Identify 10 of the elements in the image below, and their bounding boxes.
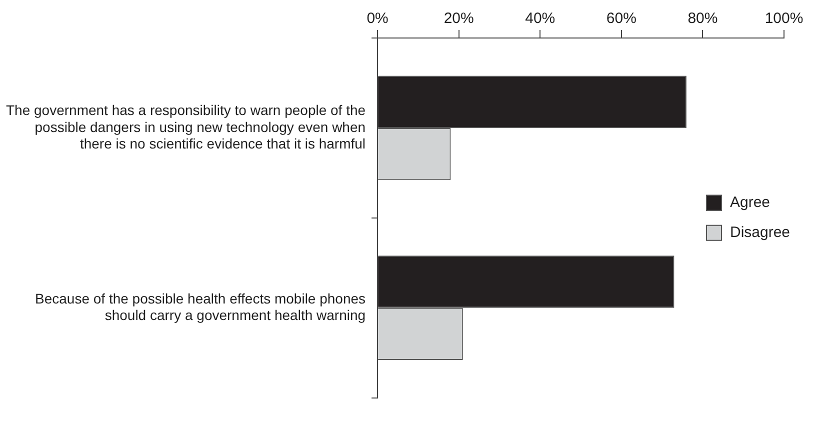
legend-label: Disagree bbox=[730, 224, 790, 242]
legend-label: Agree bbox=[730, 194, 770, 212]
y-tick-label: Because of the possible health effects mobile phones should carry a government health warning bbox=[35, 290, 366, 324]
x-tick-label: 100% bbox=[764, 10, 804, 28]
y-tick-label: The government has a responsibility to warn people of the possible dangers in using new technology even when there is no scientific evidence that it is harmful bbox=[6, 102, 366, 152]
x-tick-label: 20% bbox=[444, 10, 474, 28]
x-tick-label: 40% bbox=[525, 10, 556, 28]
x-tick-label: 60% bbox=[606, 10, 636, 28]
x-tick-label: 0% bbox=[366, 10, 388, 28]
x-tick-label: 80% bbox=[688, 10, 718, 28]
